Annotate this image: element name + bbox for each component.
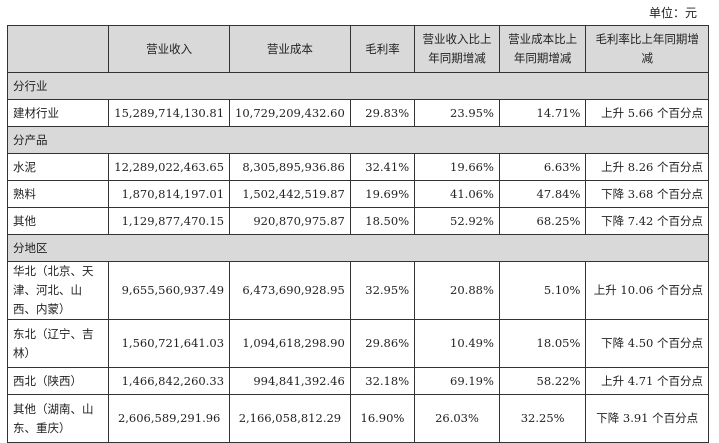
table-cell: 1,502,442,519.87 bbox=[229, 180, 351, 208]
column-header: 毛利率比上年同期增减 bbox=[585, 25, 709, 73]
table-row: 其他（湖南、山东、重庆） 2,606,589,291.96 2,166,058,81… bbox=[6, 394, 709, 443]
table-cell: 32.18% bbox=[349, 367, 416, 395]
table-cell: 9,655,560,937.49 bbox=[108, 261, 231, 320]
table-cell: 18.05% bbox=[498, 319, 587, 368]
table-cell: 68.25% bbox=[498, 207, 587, 235]
table-row: 熟料 1,870,814,197.01 1,502,442,519.87 19.69%… bbox=[6, 180, 709, 208]
section-row: 分地区 bbox=[7, 234, 709, 262]
column-header: 营业成本 bbox=[229, 25, 351, 73]
table-cell: 12,289,022,463.65 bbox=[108, 153, 231, 181]
table-row: 其他 1,129,877,470.15 920,870,975.87 18.50% 52… bbox=[6, 207, 709, 235]
table-cell: 47.84% bbox=[498, 180, 587, 208]
table-cell: 52.92% bbox=[414, 207, 500, 235]
table-cell: 2,606,589,291.96 bbox=[108, 394, 231, 443]
column-header bbox=[6, 25, 110, 73]
table-cell: 29.83% bbox=[349, 99, 416, 127]
column-header: 营业成本比上年同期增减 bbox=[498, 25, 587, 73]
table-cell: 10.49% bbox=[414, 319, 500, 368]
table-row: 华北（北京、天津、河北、山西、内蒙） 9,655,560,937.49 6,473,… bbox=[6, 261, 709, 320]
table-cell: 20.88% bbox=[414, 261, 500, 320]
table-row: 建材行业 15,289,714,130.81 10,729,209,432.60 29… bbox=[6, 99, 709, 127]
table-cell: 2,166,058,812.29 bbox=[229, 394, 351, 443]
table-cell: 994,841,392.46 bbox=[229, 367, 351, 395]
section-title: 分行业 bbox=[7, 72, 709, 100]
row-label: 水泥 bbox=[6, 153, 110, 181]
section-row: 分产品 bbox=[7, 126, 709, 154]
section-title: 分地区 bbox=[7, 234, 709, 262]
table-cell: 1,129,877,470.15 bbox=[108, 207, 231, 235]
section-title: 分产品 bbox=[7, 126, 709, 154]
row-label: 建材行业 bbox=[6, 99, 110, 127]
table-cell: 16.90% bbox=[349, 394, 416, 443]
table-cell: 23.95% bbox=[414, 99, 500, 127]
table-cell: 上升 8.26 个百分点 bbox=[585, 153, 709, 181]
table-row: 东北（辽宁、吉林） 1,560,721,641.03 1,094,618,298.9… bbox=[6, 319, 709, 368]
table-cell: 下降 3.68 个百分点 bbox=[585, 180, 709, 208]
table-cell: 32.25% bbox=[498, 394, 587, 443]
section-row: 分行业 bbox=[7, 72, 709, 100]
table-row: 水泥 12,289,022,463.65 8,305,895,936.86 32.41… bbox=[6, 153, 709, 181]
row-label: 熟料 bbox=[6, 180, 110, 208]
table-cell: 1,870,814,197.01 bbox=[108, 180, 231, 208]
header-row: 营业收入 营业成本 毛利率 营业收入比上年同期增减 营业成本比上年同期增减 毛利率比上年同… bbox=[6, 25, 709, 73]
table-cell: 6,473,690,928.95 bbox=[229, 261, 351, 320]
table-cell: 15,289,714,130.81 bbox=[108, 99, 231, 127]
table-cell: 5.10% bbox=[498, 261, 587, 320]
table-cell: 6.63% bbox=[498, 153, 587, 181]
table-cell: 32.41% bbox=[349, 153, 416, 181]
table-cell: 上升 10.06 个百分点 bbox=[585, 261, 709, 320]
unit-label: 单位：元 bbox=[648, 6, 697, 20]
column-header: 营业收入 bbox=[108, 25, 231, 73]
table-cell: 1,560,721,641.03 bbox=[108, 319, 231, 368]
row-label: 华北（北京、天津、河北、山西、内蒙） bbox=[6, 261, 110, 320]
row-label: 其他 bbox=[6, 207, 110, 235]
table-cell: 19.66% bbox=[414, 153, 500, 181]
table-cell: 41.06% bbox=[414, 180, 500, 208]
column-header: 营业收入比上年同期增减 bbox=[414, 25, 500, 73]
table-cell: 26.03% bbox=[414, 394, 500, 443]
table-row: 西北（陕西） 1,466,842,260.33 994,841,392.46 32.1… bbox=[6, 367, 709, 395]
table-cell: 29.86% bbox=[349, 319, 416, 368]
table-cell: 19.69% bbox=[349, 180, 416, 208]
table-cell: 58.22% bbox=[498, 367, 587, 395]
table-cell: 14.71% bbox=[498, 99, 587, 127]
table-cell: 下降 7.42 个百分点 bbox=[585, 207, 709, 235]
table-cell: 69.19% bbox=[414, 367, 500, 395]
revenue-table: 营业收入 营业成本 毛利率 营业收入比上年同期增减 营业成本比上年同期增减 毛利率比上年同… bbox=[6, 25, 709, 443]
table-cell: 920,870,975.87 bbox=[229, 207, 351, 235]
table-cell: 10,729,209,432.60 bbox=[229, 99, 351, 127]
row-label: 其他（湖南、山东、重庆） bbox=[6, 394, 110, 443]
table-cell: 1,466,842,260.33 bbox=[108, 367, 231, 395]
table-cell: 32.95% bbox=[349, 261, 416, 320]
table-cell: 下降 3.91 个百分点 bbox=[585, 394, 709, 443]
column-header: 毛利率 bbox=[349, 25, 416, 73]
table-cell: 上升 4.71 个百分点 bbox=[585, 367, 709, 395]
table-cell: 下降 4.50 个百分点 bbox=[585, 319, 709, 368]
row-label: 东北（辽宁、吉林） bbox=[6, 319, 110, 368]
table-cell: 1,094,618,298.90 bbox=[229, 319, 351, 368]
row-label: 西北（陕西） bbox=[6, 367, 110, 395]
table-cell: 上升 5.66 个百分点 bbox=[585, 99, 709, 127]
table-cell: 8,305,895,936.86 bbox=[229, 153, 351, 181]
table-cell: 18.50% bbox=[349, 207, 416, 235]
